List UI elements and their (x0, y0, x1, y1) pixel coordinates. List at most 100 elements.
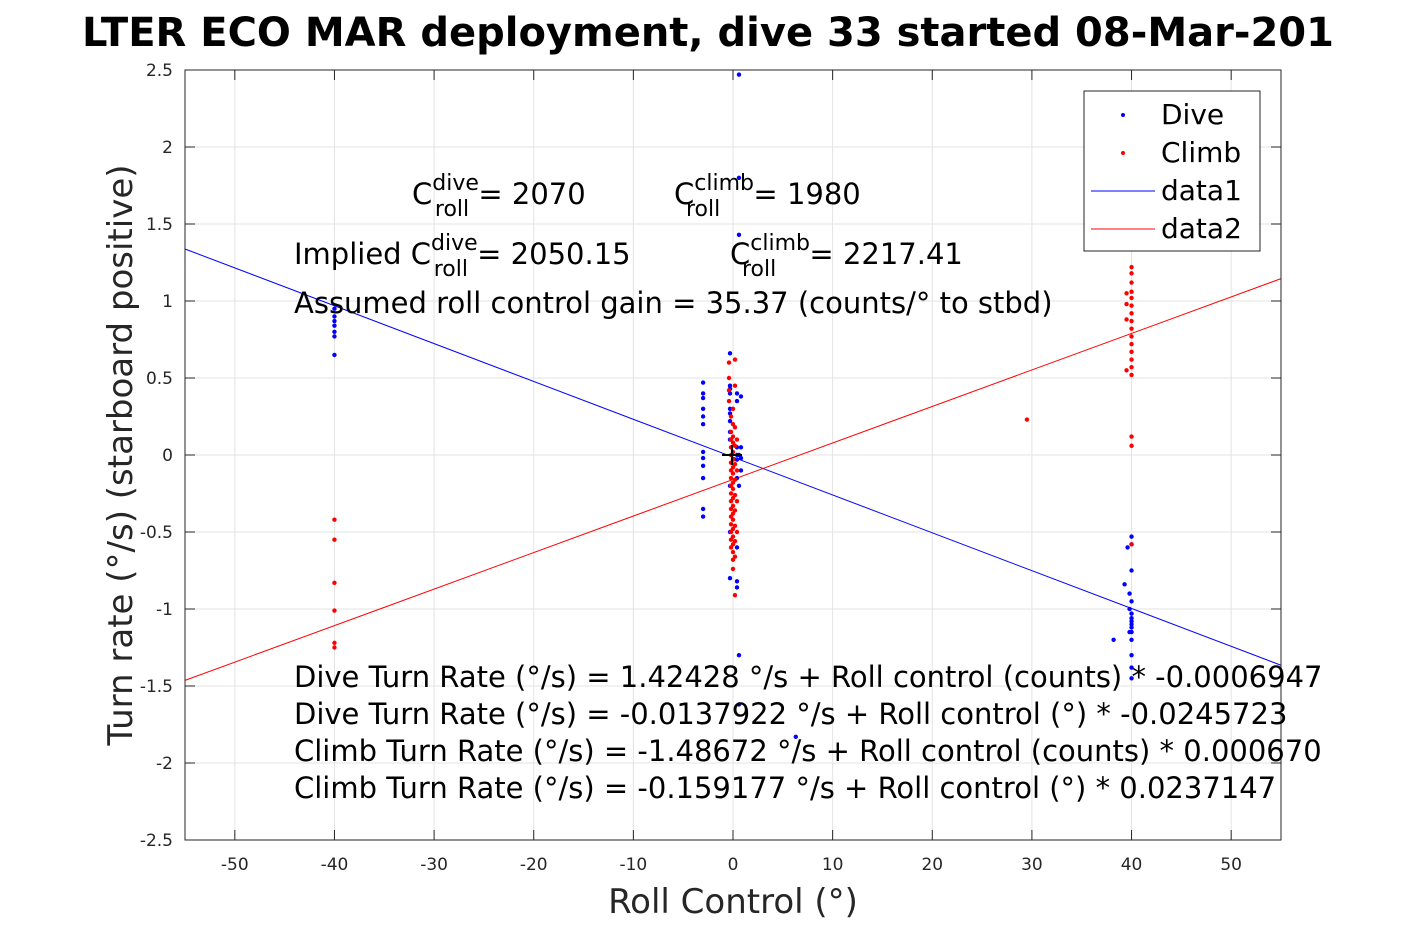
x-tick-label: -30 (420, 855, 448, 875)
point-climb (732, 492, 738, 498)
point-dive (1129, 611, 1134, 616)
point-climb (726, 360, 732, 365)
point-climb (1124, 291, 1129, 296)
point-climb (726, 375, 732, 381)
point-climb (1129, 271, 1134, 276)
x-tick-label: -40 (321, 855, 349, 875)
point-dive (700, 406, 706, 411)
point-dive (1129, 676, 1134, 681)
point-dive (1129, 637, 1134, 642)
point-climb (730, 549, 736, 555)
point-climb (732, 357, 738, 362)
y-axis-label: Turn rate (°/s) (starboard positive) (101, 164, 141, 746)
y-tick-label: -0.5 (140, 523, 173, 543)
gain-annotation: Assumed roll control gain = 35.37 (count… (294, 286, 1053, 320)
point-climb (730, 406, 736, 411)
point-climb (332, 537, 337, 542)
y-tick-label: -2 (156, 754, 173, 774)
point-dive (332, 318, 337, 324)
point-climb (1129, 334, 1134, 339)
x-tick-label: 20 (921, 855, 943, 875)
point-dive (736, 232, 742, 237)
point-dive (1122, 582, 1127, 587)
point-climb (332, 580, 337, 586)
y-tick-label: 2.5 (146, 61, 173, 81)
point-dive (736, 72, 742, 77)
point-climb (730, 566, 736, 572)
fit-equation-1: Dive Turn Rate (°/s) = 1.42428 °/s + Rol… (294, 660, 1322, 694)
point-climb (1129, 303, 1134, 308)
y-tick-label: -1 (156, 600, 173, 620)
implied-dive-annotation: Implied Cdive roll = 2050.15 (294, 231, 631, 282)
point-climb (1129, 542, 1134, 547)
chart-title: LTER ECO MAR deployment, dive 33 started… (82, 10, 1334, 56)
point-dive (1129, 616, 1134, 621)
point-climb (726, 388, 732, 393)
point-climb (728, 475, 734, 481)
point-climb (730, 486, 736, 492)
point-dive (734, 457, 740, 462)
point-dive (734, 585, 740, 590)
point-climb (730, 534, 736, 539)
point-dive (736, 653, 742, 658)
point-climb (1129, 264, 1134, 270)
point-climb (732, 523, 738, 529)
point-climb (1124, 317, 1129, 322)
point-dive (700, 514, 706, 519)
point-dive (332, 352, 337, 358)
point-dive (738, 468, 744, 473)
point-climb (734, 437, 740, 442)
legend-climb-label: Climb (1161, 136, 1241, 169)
point-dive (793, 734, 798, 740)
point-dive (1129, 625, 1134, 630)
point-climb (732, 508, 738, 513)
x-axis-ticks: -50 -40 -30 -20 -10 0 10 20 30 40 50 (221, 70, 1242, 875)
x-axis-label: Roll Control (°) (608, 882, 858, 922)
point-dive (1125, 545, 1130, 550)
point-dive (727, 383, 733, 388)
point-climb (1124, 368, 1129, 373)
point-dive (1129, 599, 1134, 604)
point-climb (734, 468, 740, 473)
point-dive (1129, 665, 1134, 670)
point-dive (700, 463, 706, 468)
point-climb (734, 499, 740, 504)
point-dive (332, 323, 337, 328)
point-climb (1129, 341, 1134, 347)
point-dive (727, 576, 733, 581)
point-dive (736, 702, 742, 707)
cdive-annotation: Cdive roll = 2070 (412, 171, 586, 222)
point-climb (732, 383, 738, 388)
point-climb (1129, 372, 1134, 378)
point-climb (732, 554, 738, 559)
point-climb (730, 471, 736, 476)
x-tick-label: 50 (1220, 855, 1242, 875)
point-dive (700, 449, 706, 455)
x-tick-label: 10 (822, 855, 844, 875)
x-tick-label: -20 (520, 855, 548, 875)
point-dive (700, 391, 706, 396)
point-dive (738, 394, 744, 399)
point-climb (730, 517, 736, 522)
y-tick-label: -1.5 (140, 677, 173, 697)
point-dive (700, 380, 706, 385)
point-dive (1129, 629, 1134, 635)
point-climb (1129, 289, 1134, 294)
point-climb (734, 529, 740, 535)
point-climb (728, 429, 734, 435)
point-dive (734, 579, 740, 584)
point-dive (736, 175, 742, 180)
point-climb (332, 608, 337, 613)
fit-equation-2: Dive Turn Rate (°/s) = -0.0137922 °/s + … (294, 697, 1287, 731)
cclimb-annotation: Cclimb roll = 1980 (674, 171, 861, 222)
point-climb (1124, 301, 1129, 307)
point-climb (1129, 295, 1134, 301)
point-climb (732, 592, 738, 598)
point-climb (732, 477, 738, 482)
point-dive (1127, 591, 1132, 596)
point-dive (1127, 606, 1132, 612)
point-climb (1129, 365, 1134, 370)
y-tick-label: 1.5 (146, 215, 173, 235)
fit-equation-3: Climb Turn Rate (°/s) = -1.48672 °/s + R… (294, 734, 1322, 768)
